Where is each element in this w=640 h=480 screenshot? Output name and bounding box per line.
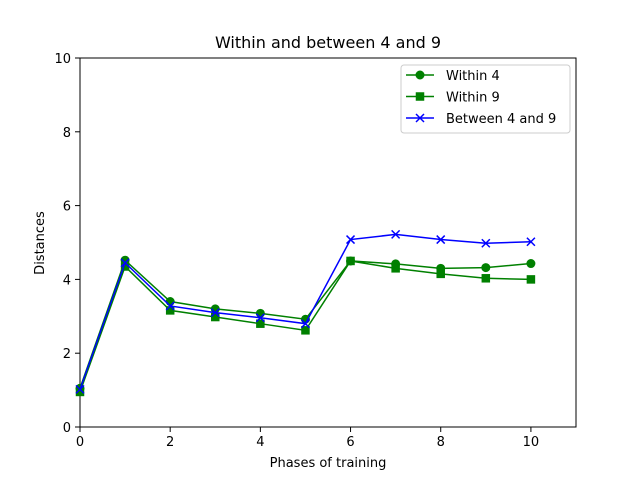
x-marker-stroke bbox=[210, 308, 220, 318]
legend-label: Within 4 bbox=[446, 69, 500, 84]
x-marker-stroke bbox=[526, 237, 536, 247]
data-point bbox=[391, 229, 401, 239]
series-layer bbox=[75, 229, 536, 397]
x-tick-label: 4 bbox=[256, 435, 264, 450]
plot-area bbox=[79, 57, 577, 428]
data-point bbox=[481, 238, 491, 248]
data-point bbox=[301, 326, 310, 335]
plot-frame bbox=[79, 57, 577, 428]
y-tick-label: 10 bbox=[54, 52, 71, 67]
y-tick-label: 6 bbox=[63, 200, 71, 215]
y-axis: 0 2 4 6 8 10 bbox=[54, 52, 80, 436]
data-point bbox=[300, 319, 310, 329]
data-point bbox=[75, 384, 85, 394]
data-point bbox=[256, 319, 265, 328]
data-point bbox=[210, 308, 220, 318]
series-between-4-and-9 bbox=[75, 229, 536, 394]
x-marker-stroke bbox=[415, 113, 425, 123]
legend-item: Within 4 bbox=[406, 69, 500, 84]
x-marker-stroke bbox=[346, 235, 356, 245]
legend: Within 4 Within 9 Between 4 and 9 bbox=[400, 64, 571, 134]
y-tick-label: 2 bbox=[63, 347, 71, 362]
x-marker-stroke bbox=[255, 313, 265, 323]
y-tick-label: 4 bbox=[63, 273, 71, 288]
legend-marker bbox=[415, 92, 425, 101]
x-tick-label: 2 bbox=[166, 435, 174, 450]
data-point bbox=[120, 258, 130, 268]
x-marker-stroke bbox=[481, 238, 491, 248]
y-tick-label: 8 bbox=[63, 126, 71, 141]
legend-label: Within 9 bbox=[446, 91, 500, 106]
data-point bbox=[165, 297, 175, 307]
x-axis: 0 2 4 6 8 10 bbox=[76, 427, 539, 450]
x-axis-label: Phases of training bbox=[270, 456, 387, 471]
data-point bbox=[346, 256, 355, 266]
x-marker-stroke bbox=[436, 235, 446, 245]
x-marker-stroke bbox=[75, 384, 85, 394]
x-marker-stroke bbox=[120, 258, 130, 268]
chart-title: Within and between 4 and 9 bbox=[215, 33, 441, 52]
data-point bbox=[526, 275, 536, 284]
x-tick-label: 6 bbox=[346, 435, 354, 450]
y-tick-label: 0 bbox=[63, 421, 71, 436]
legend-marker bbox=[415, 70, 425, 80]
legend-marker bbox=[415, 113, 425, 123]
data-point bbox=[436, 235, 446, 245]
legend-item: Between 4 and 9 bbox=[406, 112, 556, 127]
x-tick-label: 10 bbox=[523, 435, 540, 450]
data-point bbox=[255, 313, 265, 323]
legend-label: Between 4 and 9 bbox=[446, 112, 556, 127]
data-point bbox=[436, 269, 445, 279]
data-point bbox=[346, 235, 356, 245]
data-point bbox=[165, 301, 175, 311]
legend-box bbox=[400, 64, 571, 134]
data-point bbox=[526, 237, 536, 247]
data-point bbox=[526, 259, 536, 269]
x-marker-stroke bbox=[391, 229, 401, 239]
x-tick-label: 8 bbox=[437, 435, 445, 450]
data-point bbox=[391, 264, 400, 273]
data-point bbox=[255, 308, 265, 318]
data-point bbox=[481, 274, 491, 283]
x-marker-stroke bbox=[165, 301, 175, 311]
x-tick-label: 0 bbox=[76, 435, 84, 450]
data-point bbox=[481, 263, 491, 273]
x-marker-stroke bbox=[300, 319, 310, 329]
legend-item: Within 9 bbox=[406, 91, 500, 106]
y-axis-label: Distances bbox=[33, 211, 48, 275]
